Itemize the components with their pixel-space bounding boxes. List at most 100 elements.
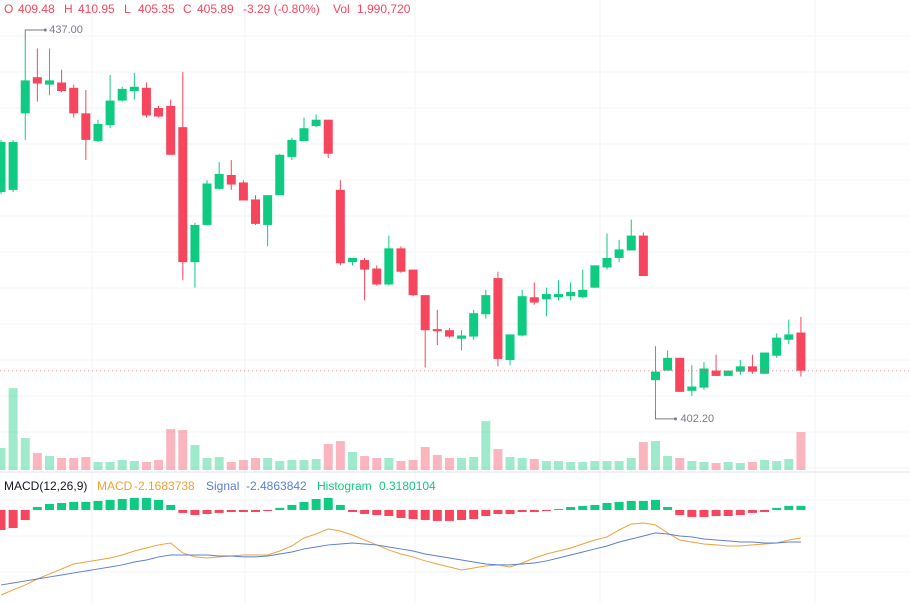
histogram-bar [723,509,733,517]
ohlc-label: L [124,2,131,16]
volume-bar [590,461,600,470]
candle-body [287,139,297,157]
candle-body [384,248,394,285]
volume-bar [129,461,139,470]
histogram-bar [784,505,794,510]
volume-bar [226,462,236,470]
histogram-bar [457,509,467,521]
histogram-bar [141,497,151,510]
candle-body [481,295,491,315]
histogram-bar [32,507,42,510]
macd-legend-value: 0.3180104 [379,479,436,493]
volume-bar [760,460,770,470]
volume-bar [263,458,273,470]
histogram-bar [735,509,745,515]
candle-body [590,265,600,288]
candle-body [638,235,648,276]
volume-value: 1,990,720 [357,2,411,16]
candle-body [44,80,54,85]
candle-body [444,330,454,337]
candle-body [299,128,309,141]
candle-body [141,87,151,116]
histogram-bar [275,507,285,510]
histogram-bar [214,509,224,513]
volume-bar [529,459,539,470]
candle-body [0,142,6,192]
histogram-bar [8,509,18,529]
volume-bar [614,461,624,470]
volume-bar [275,461,285,470]
candle-body [8,142,18,190]
candle-body [335,189,345,264]
candle-body [117,88,127,101]
candle-body [420,295,430,331]
macd-legend-name: Signal [206,479,239,493]
histogram-bar [626,500,636,510]
volume-bar [444,458,454,470]
macd-legend-value: -2.4863842 [246,479,307,493]
volume-bar [408,460,418,470]
volume-bar [8,388,18,470]
macd-legend-name: MACD [97,479,133,493]
ohlc-label: O [4,2,13,16]
histogram-bar [505,509,515,514]
volume-bar [347,452,357,470]
volume-bar [178,430,188,470]
histogram-bar [566,507,576,510]
volume-bar [457,458,467,470]
volume-bar [711,463,721,470]
volume-name: Vol [333,2,350,16]
volume-bar [238,460,248,470]
candle-body [614,249,624,258]
volume-bar [154,460,164,470]
volume-bar [566,462,576,470]
candle-body [602,257,612,268]
histogram-bar [347,509,357,513]
volume-bar [602,461,612,470]
change-label: -3.29 (-0.80%) [243,2,320,16]
histogram-bar [238,509,248,513]
volume-bar [117,460,127,470]
macd-line [0,522,802,596]
histogram-bar [711,509,721,517]
volume-bar [554,461,564,470]
histogram-bar [299,501,309,510]
volume-bar [141,462,151,470]
histogram-bar [93,500,103,510]
volume-bar [481,421,491,470]
volume-bar [650,441,660,470]
candle-body [408,269,418,296]
volume-bar [166,429,176,470]
histogram-bar [614,501,624,510]
volume-bar [747,462,757,470]
volume-bar [687,461,697,470]
candle-body [457,335,467,339]
ohlc-value: 409.48 [18,2,55,16]
histogram-bar [699,509,709,517]
candle-body [190,224,200,263]
histogram-bar [323,497,333,510]
low-marker [654,409,676,420]
candle-body [747,366,757,372]
histogram-bar [57,503,67,510]
candle-body [214,173,224,189]
histogram-bar [481,509,491,517]
histogram-bar [444,509,454,521]
candle-body [226,174,236,185]
candle-body [396,248,406,272]
histogram-bar [396,509,406,518]
histogram-bar [105,499,115,510]
volume-bar [384,458,394,470]
histogram-bar [578,505,588,510]
histogram-bar [263,509,273,511]
candle-body [650,371,660,381]
high-marker [24,29,46,40]
candle-body [20,80,30,114]
volume-bar [69,458,79,470]
histogram-bar [638,500,648,510]
volume-bar [723,462,733,470]
candle-body [687,386,697,391]
